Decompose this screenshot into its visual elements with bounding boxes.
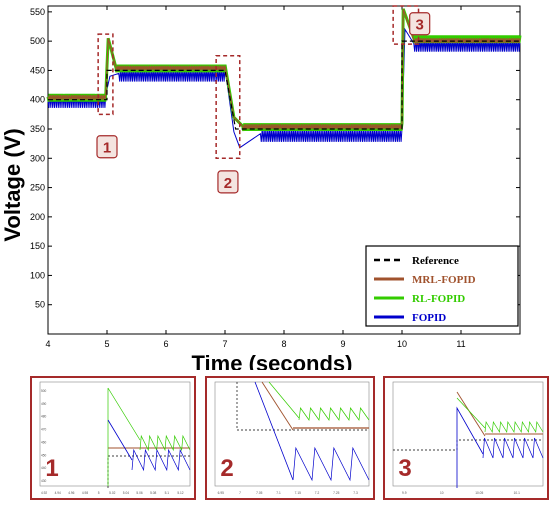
- y-tick-label: 250: [30, 183, 45, 193]
- inset-x-tick-label: 7.25: [333, 491, 339, 495]
- y-tick-label: 150: [30, 241, 45, 251]
- inset-label-3: 3: [398, 455, 411, 482]
- inset-x-tick-label: 10.1: [514, 491, 520, 495]
- zoom-inset-3-plot: 9.9 10 10.05 10.1 3: [392, 381, 544, 495]
- inset-x-tick-label: 6.95: [218, 491, 224, 495]
- inset-x-tick-label: 5.02: [109, 491, 115, 495]
- inset-label-1: 1: [45, 455, 58, 482]
- legend-box: [365, 245, 519, 327]
- legend-label-rl-fopid: RL-FOPID: [412, 293, 465, 305]
- inset2-reference-line: [236, 382, 369, 431]
- inset-y-tick-label: 440: [41, 466, 47, 470]
- inset-y-tick-label: 470: [41, 428, 47, 432]
- zoom-label-1: 1: [103, 140, 111, 157]
- inset-x-tick-label: 5.04: [123, 491, 129, 495]
- inset-x-tick-label: 4.92: [41, 491, 47, 495]
- inset-frame: [214, 381, 370, 487]
- inset1-rl-ripple: [139, 434, 191, 452]
- inset-y-tick-label: 450: [41, 453, 47, 457]
- x-axis-title: Time (seconds): [192, 351, 353, 370]
- series-reference-line: [48, 40, 520, 130]
- zoom-label-2: 2: [224, 175, 232, 192]
- x-tick-label: 8: [281, 339, 286, 349]
- x-tick-label: 6: [163, 339, 168, 349]
- inset-x-tick-label: 9.9: [402, 491, 407, 495]
- inset-x-tick-label: 4.98: [82, 491, 88, 495]
- inset-y-tick-label: 430: [41, 479, 47, 483]
- zoom-label-3: 3: [416, 17, 424, 34]
- inset-x-tick-label: 10.05: [475, 491, 483, 495]
- y-tick-label: 400: [30, 95, 45, 105]
- inset-x-tick-label: 5.08: [150, 491, 156, 495]
- inset1-rl-rise: [107, 387, 141, 486]
- inset-x-tick-label: 5.06: [136, 491, 142, 495]
- inset-x-tick-label: 4.96: [68, 491, 74, 495]
- y-tick-label: 50: [35, 300, 45, 310]
- y-tick-label: 200: [30, 212, 45, 222]
- inset-y-tick-label: 500: [41, 389, 47, 393]
- zoom-inset-1-plot: 4.92 4.94 4.96 4.98 5 5.02 5.04 5.06 5.08 5.1 5.12…: [39, 381, 191, 495]
- inset-x-tick-label: 7.15: [295, 491, 301, 495]
- main-chart: 4 5 6 7 8 9 10 11 50 100 150 200 250 300 350 400 450 500 5…: [0, 5, 522, 370]
- inset-x-tick-label: 5.12: [177, 491, 183, 495]
- inset3-rl-fall: [456, 397, 486, 429]
- x-tick-label: 9: [340, 339, 345, 349]
- x-tick-label: 7: [222, 339, 227, 349]
- zoom-label-badge-3: [409, 12, 431, 36]
- zoom-label-badge-2: [217, 170, 239, 194]
- inset3-mrl-fall: [456, 391, 486, 437]
- inset-x-tick-label: 10: [440, 491, 444, 495]
- zoom-inset-2-plot: 6.95 7 7.05 7.1 7.15 7.2 7.25 7.3 2: [214, 381, 370, 495]
- inset-x-tick-label: 4.94: [55, 491, 61, 495]
- x-tick-label: 10: [397, 339, 407, 349]
- inset-y-tick-label: 460: [41, 440, 47, 444]
- inset1-fopid-fall: [107, 419, 133, 461]
- legend-label-reference: Reference: [412, 255, 459, 267]
- inset-x-tick-label: 7.2: [315, 491, 320, 495]
- y-tick-label: 550: [30, 7, 45, 17]
- inset2-fopid-fall: [254, 381, 294, 481]
- x-tick-label: 4: [45, 339, 50, 349]
- inset2-rl-fall: [268, 381, 300, 419]
- legend-label-fopid: FOPID: [412, 312, 446, 324]
- inset-x-tick-label: 5.1: [165, 491, 170, 495]
- y-tick-label: 300: [30, 153, 45, 163]
- x-tick-label: 5: [104, 339, 109, 349]
- inset2-rl-ripple: [298, 407, 370, 421]
- zoom-inset-2: 6.95 7 7.05 7.1 7.15 7.2 7.25 7.3 2: [205, 376, 375, 500]
- inset3-rl-ripple: [484, 420, 544, 434]
- inset3-fopid-fall: [456, 406, 484, 488]
- inset-x-tick-label: 5: [98, 491, 100, 495]
- zoom-region-box-1: [97, 33, 114, 116]
- inset-x-tick-label: 7.1: [276, 491, 281, 495]
- main-plot-area: 4 5 6 7 8 9 10 11 50 100 150 200 250 300 350 400 450 500 5…: [30, 5, 522, 349]
- inset-label-2: 2: [220, 455, 233, 482]
- inset2-mrl-fall: [261, 381, 294, 431]
- inset3-fopid-ripple: [482, 437, 544, 459]
- zoom-inset-1: 4.92 4.94 4.96 4.98 5 5.02 5.04 5.06 5.08 5.1 5.12…: [30, 376, 196, 500]
- y-tick-label: 100: [30, 270, 45, 280]
- inset2-fopid-ripple: [292, 446, 370, 482]
- series-rl-fopid-line: [46, 8, 522, 132]
- inset-x-tick-label: 7.05: [256, 491, 262, 495]
- x-tick-label: 11: [456, 339, 465, 349]
- inset-x-tick-label: 7.3: [353, 491, 358, 495]
- inset-y-tick-label: 480: [41, 415, 47, 419]
- inset-x-tick-label: 7: [239, 491, 241, 495]
- inset-y-tick-label: 490: [41, 402, 47, 406]
- y-tick-label: 350: [30, 124, 45, 134]
- inset1-fopid-ripple: [131, 448, 191, 472]
- inset-frame: [39, 381, 191, 487]
- y-axis-title: Voltage (V): [0, 128, 25, 241]
- legend-label-mrl-fopid: MRL-FOPID: [412, 274, 476, 286]
- y-tick-label: 500: [30, 36, 45, 46]
- zoom-label-badge-1: [96, 135, 118, 159]
- zoom-inset-3: 9.9 10 10.05 10.1 3: [383, 376, 549, 500]
- y-tick-label: 450: [30, 65, 45, 75]
